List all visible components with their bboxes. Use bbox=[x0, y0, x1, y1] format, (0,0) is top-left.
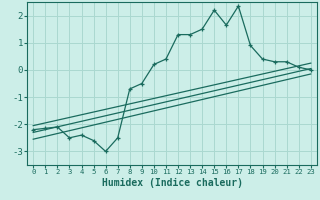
X-axis label: Humidex (Indice chaleur): Humidex (Indice chaleur) bbox=[101, 178, 243, 188]
